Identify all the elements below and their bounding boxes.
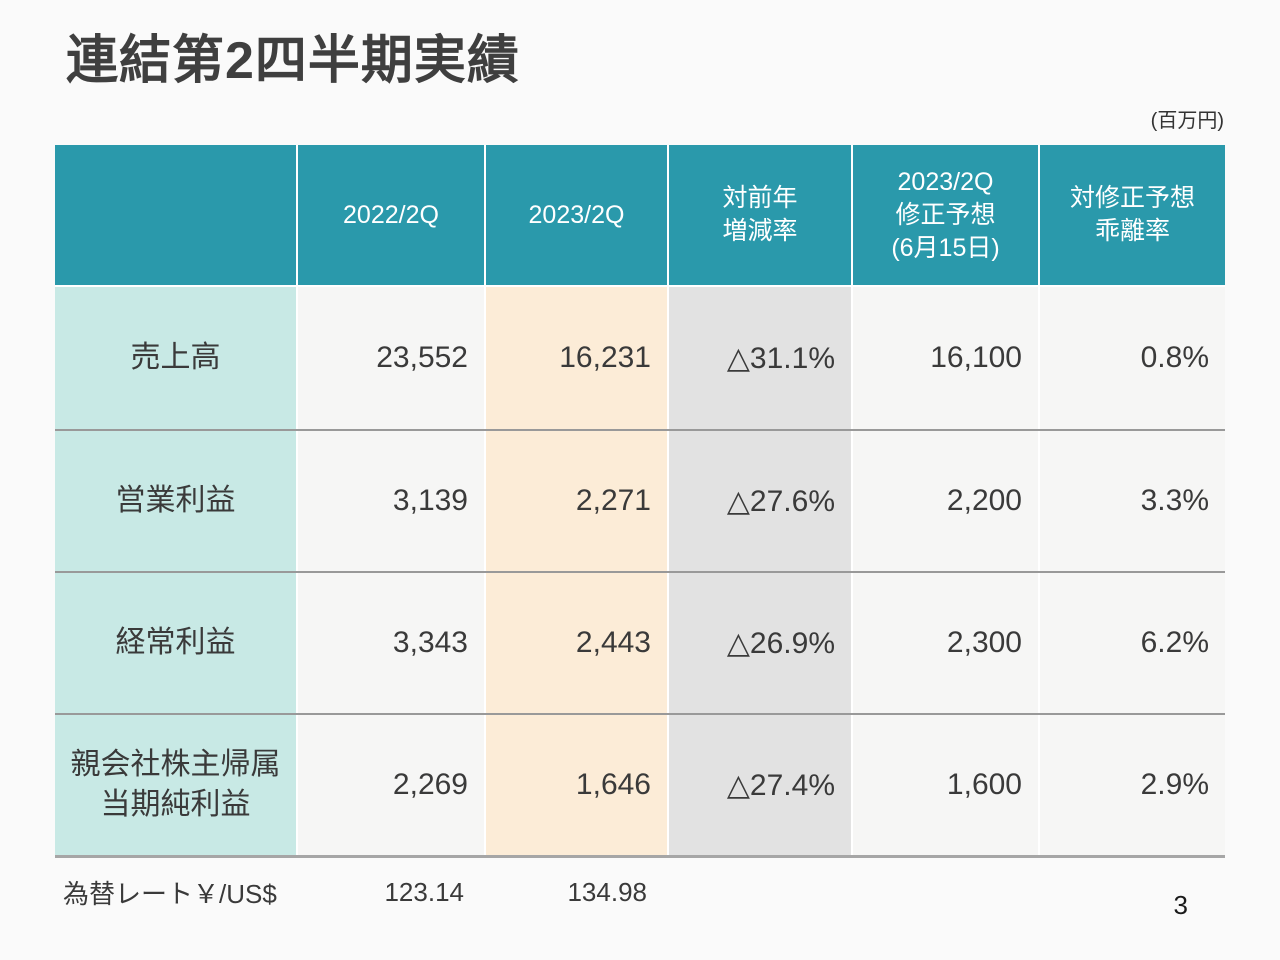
header-line: (6月15日) [891, 233, 1000, 262]
row-label-line: 営業利益 [115, 483, 236, 517]
cell-2023-value: 2,271 [484, 431, 667, 571]
header-cell-2023-2q: 2023/2Q [484, 145, 667, 285]
table-row-net-income: 親会社株主帰属 当期純利益 2,269 1,646 △27.4% 1,600 2… [55, 713, 1225, 855]
header-line: 乖離率 [1094, 217, 1170, 245]
cell-forecast-value: 2,200 [851, 431, 1038, 571]
header-cell-deviation: 対修正予想 乖離率 [1038, 145, 1225, 285]
header-line: 2023/2Q [528, 200, 625, 229]
row-label-line: 経常利益 [115, 625, 236, 659]
exchange-rate-row: 為替レート￥/US$ 123.14 134.98 [55, 861, 1225, 923]
cell-deviation-value: 2.9% [1038, 715, 1225, 855]
cell-yoy-value: △27.4% [667, 715, 851, 855]
cell-deviation-value: 6.2% [1038, 573, 1225, 713]
page-title: 連結第2四半期実績 [66, 32, 520, 90]
row-label: 営業利益 [55, 431, 296, 571]
table-row-operating-income: 営業利益 3,139 2,271 △27.6% 2,200 3.3% [55, 429, 1225, 571]
header-line: 対修正予想 [1069, 184, 1195, 212]
cell-forecast-value: 2,300 [851, 573, 1038, 713]
exchange-rate-spacer [667, 861, 851, 923]
row-label: 親会社株主帰属 当期純利益 [55, 715, 296, 855]
header-line: 2022/2Q [343, 200, 439, 229]
results-table: 2022/2Q 2023/2Q 対前年 増減率 2023/2Q 修正予想 (6月… [55, 145, 1225, 858]
header-line: 対前年 [722, 184, 798, 212]
exchange-rate-label: 為替レート￥/US$ [63, 878, 277, 909]
cell-yoy-value: △27.6% [667, 431, 851, 571]
cell-forecast-value: 1,600 [851, 715, 1038, 855]
page-number: 3 [1173, 890, 1188, 920]
table-row-ordinary-income: 経常利益 3,343 2,443 △26.9% 2,300 6.2% [55, 571, 1225, 713]
header-cell-yoy-change: 対前年 増減率 [667, 145, 851, 285]
header-cell-2022-2q: 2022/2Q [296, 145, 484, 285]
cell-2022-value: 3,343 [296, 573, 484, 713]
table-row-net-sales: 売上高 23,552 16,231 △31.1% 16,100 0.8% [55, 287, 1225, 429]
cell-deviation-value: 0.8% [1038, 287, 1225, 429]
header-line: 2023/2Q [897, 167, 994, 196]
header-cell-blank [55, 145, 296, 285]
row-label-line: 売上高 [130, 340, 221, 374]
header-line: 増減率 [722, 217, 798, 245]
exchange-rate-spacer [1038, 861, 1225, 923]
cell-2022-value: 2,269 [296, 715, 484, 855]
cell-forecast-value: 16,100 [851, 287, 1038, 429]
cell-2023-value: 1,646 [484, 715, 667, 855]
exchange-rate-2023: 134.98 [567, 876, 647, 907]
cell-2022-value: 3,139 [296, 431, 484, 571]
cell-2023-value: 2,443 [484, 573, 667, 713]
exchange-rate-2022: 123.14 [384, 876, 464, 907]
row-label-line: 親会社株主帰属 [70, 747, 281, 781]
exchange-rate-spacer [851, 861, 1038, 923]
header-line: 修正予想 [895, 200, 996, 229]
row-label-line: 当期純利益 [100, 788, 251, 821]
table-header-row: 2022/2Q 2023/2Q 対前年 増減率 2023/2Q 修正予想 (6月… [55, 145, 1225, 287]
cell-2023-value: 16,231 [484, 287, 667, 429]
unit-label: (百万円) [1150, 110, 1224, 132]
cell-yoy-value: △31.1% [667, 287, 851, 429]
row-label: 売上高 [55, 287, 296, 429]
header-cell-revised-forecast: 2023/2Q 修正予想 (6月15日) [851, 145, 1038, 285]
cell-2022-value: 23,552 [296, 287, 484, 429]
row-label: 経常利益 [55, 573, 296, 713]
cell-yoy-value: △26.9% [667, 573, 851, 713]
cell-deviation-value: 3.3% [1038, 431, 1225, 571]
